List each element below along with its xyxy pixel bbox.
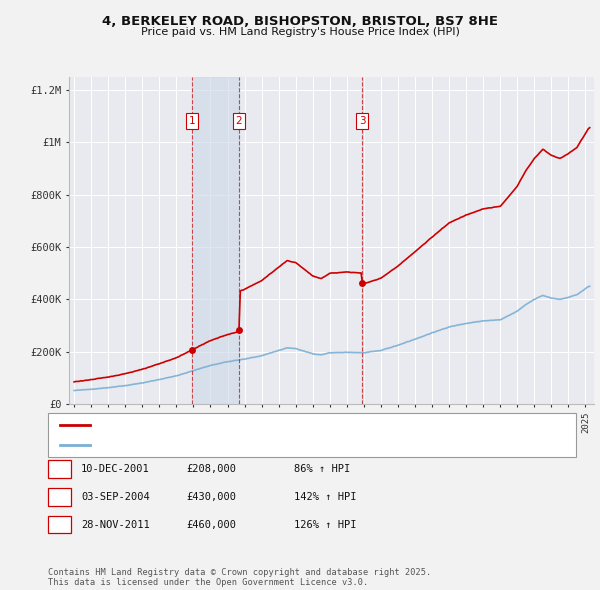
Text: £208,000: £208,000 (186, 464, 236, 474)
Text: 4, BERKELEY ROAD, BISHOPSTON, BRISTOL, BS7 8HE (semi-detached house): 4, BERKELEY ROAD, BISHOPSTON, BRISTOL, B… (96, 421, 487, 430)
Text: 3: 3 (56, 520, 62, 529)
Text: HPI: Average price, semi-detached house, City of Bristol: HPI: Average price, semi-detached house,… (96, 440, 418, 450)
Text: 10-DEC-2001: 10-DEC-2001 (81, 464, 150, 474)
Text: 03-SEP-2004: 03-SEP-2004 (81, 492, 150, 502)
Text: 28-NOV-2011: 28-NOV-2011 (81, 520, 150, 529)
Text: 86% ↑ HPI: 86% ↑ HPI (294, 464, 350, 474)
Text: 1: 1 (56, 464, 62, 474)
Text: £460,000: £460,000 (186, 520, 236, 529)
Text: £430,000: £430,000 (186, 492, 236, 502)
Text: 142% ↑ HPI: 142% ↑ HPI (294, 492, 356, 502)
Text: 4, BERKELEY ROAD, BISHOPSTON, BRISTOL, BS7 8HE: 4, BERKELEY ROAD, BISHOPSTON, BRISTOL, B… (102, 15, 498, 28)
Bar (362, 77, 363, 404)
Text: Price paid vs. HM Land Registry's House Price Index (HPI): Price paid vs. HM Land Registry's House … (140, 27, 460, 37)
Text: 1: 1 (189, 116, 196, 126)
Text: 3: 3 (359, 116, 365, 126)
Text: 2: 2 (236, 116, 242, 126)
Text: 126% ↑ HPI: 126% ↑ HPI (294, 520, 356, 529)
Text: 2: 2 (56, 492, 62, 502)
Bar (193, 77, 239, 404)
Text: Contains HM Land Registry data © Crown copyright and database right 2025.
This d: Contains HM Land Registry data © Crown c… (48, 568, 431, 587)
